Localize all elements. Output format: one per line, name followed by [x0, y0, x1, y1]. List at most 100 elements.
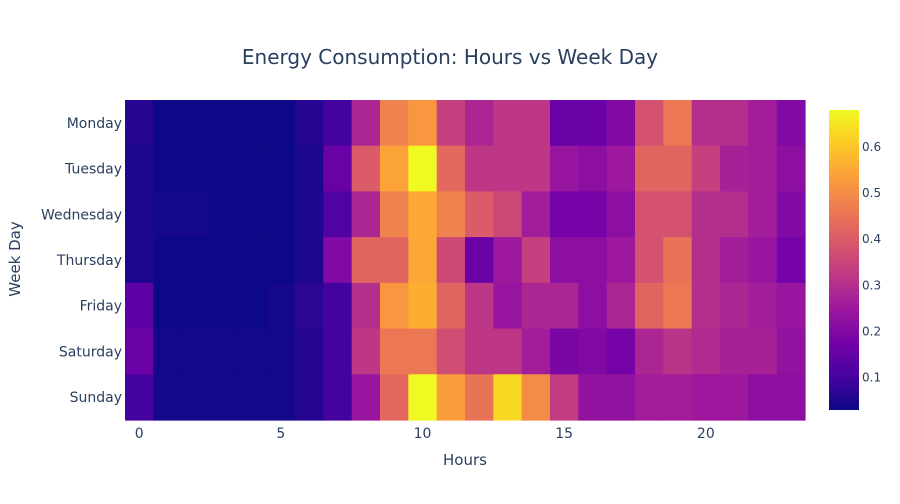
heatmap-cell — [408, 145, 438, 193]
heatmap-cell — [578, 374, 608, 421]
y-tick-label: Tuesday — [64, 162, 122, 178]
heatmap-cell — [351, 328, 381, 375]
heatmap-cell — [578, 100, 608, 147]
heatmap-cell — [550, 191, 579, 238]
heatmap-cell — [153, 328, 183, 375]
heatmap-cell — [153, 237, 183, 284]
heatmap-cell — [776, 100, 806, 147]
heatmap-cell — [748, 191, 778, 238]
heatmap-cell — [266, 282, 296, 330]
heatmap-cell — [578, 282, 608, 330]
heatmap-cell — [748, 237, 778, 284]
heatmap-cell — [776, 282, 806, 330]
heatmap-cell — [720, 191, 749, 238]
heatmap-cell — [210, 328, 239, 375]
heatmap-cell — [408, 282, 438, 330]
heatmap-cell — [606, 191, 636, 238]
heatmap-cell — [521, 100, 551, 147]
heatmap-cell — [748, 374, 778, 421]
heatmap-cell — [521, 328, 551, 375]
heatmap-cell — [323, 100, 353, 147]
heatmap-cell — [606, 328, 636, 375]
heatmap-cell — [776, 328, 806, 375]
heatmap-cell — [238, 374, 268, 421]
heatmap-cell — [238, 100, 268, 147]
y-tick-label: Saturday — [59, 344, 122, 360]
heatmap-cell — [125, 328, 154, 375]
heatmap-cell — [776, 237, 806, 284]
heatmap-cell — [720, 100, 749, 147]
heatmap-cell — [720, 282, 749, 330]
heatmap-cell — [323, 191, 353, 238]
heatmap-cell — [748, 328, 778, 375]
heatmap-cell — [295, 282, 324, 330]
heatmap-cell — [238, 237, 268, 284]
heatmap-cell — [380, 145, 409, 193]
x-axis-ticks: 0 5 10 15 20 — [135, 426, 715, 442]
x-tick-label: 10 — [414, 426, 432, 442]
heatmap-cell — [493, 328, 523, 375]
heatmap-cell — [408, 237, 438, 284]
heatmap-cell — [238, 282, 268, 330]
y-tick-label: Thursday — [56, 253, 122, 269]
heatmap-cell — [125, 237, 154, 284]
heatmap-cell — [578, 145, 608, 193]
heatmap-cell — [266, 328, 296, 375]
heatmap-cell — [295, 100, 324, 147]
heatmap-cell — [606, 145, 636, 193]
heatmap-cell — [465, 282, 494, 330]
heatmap-cell — [380, 374, 409, 421]
x-tick-label: 5 — [276, 426, 285, 442]
heatmap-cell — [635, 328, 664, 375]
heatmap-cell — [635, 145, 664, 193]
heatmap-cell — [663, 145, 693, 193]
heatmap-cell — [635, 237, 664, 284]
x-tick-label: 15 — [555, 426, 573, 442]
colorbar-tick-label: 0.6 — [862, 140, 881, 154]
heatmap-cell — [436, 145, 466, 193]
heatmap-cell — [606, 374, 636, 421]
heatmap-cell — [380, 282, 409, 330]
y-axis-title: Week Day — [6, 221, 24, 297]
heatmap-cell — [380, 237, 409, 284]
y-axis-ticks: Monday Tuesday Wednesday Thursday Friday Satu… — [41, 116, 122, 406]
heatmap-cell — [663, 191, 693, 238]
y-tick-label: Sunday — [70, 390, 122, 406]
heatmap-cell — [295, 145, 324, 193]
heatmap-cell — [720, 237, 749, 284]
heatmap-cell — [125, 100, 154, 147]
heatmap-cell — [465, 145, 494, 193]
heatmap-cell — [691, 237, 721, 284]
heatmap-cell — [465, 191, 494, 238]
heatmap-cell — [550, 145, 579, 193]
heatmap-cell — [351, 191, 381, 238]
colorbar-ticks: 0.1 0.2 0.3 0.4 0.5 0.6 — [862, 140, 881, 385]
heatmap-cell — [436, 100, 466, 147]
heatmap-cell — [776, 191, 806, 238]
colorbar-tick-label: 0.2 — [862, 325, 881, 339]
heatmap-cell — [380, 191, 409, 238]
heatmap-cell — [181, 191, 211, 238]
heatmap-cell — [606, 282, 636, 330]
heatmap-cell — [663, 374, 693, 421]
x-tick-label: 20 — [697, 426, 715, 442]
colorbar — [829, 110, 859, 410]
heatmap-cell — [210, 237, 239, 284]
heatmap-cell — [408, 328, 438, 375]
y-tick-label: Friday — [80, 299, 122, 315]
heatmap-cell — [266, 100, 296, 147]
heatmap-cell — [691, 191, 721, 238]
heatmap-cell — [266, 374, 296, 421]
heatmap-cell — [181, 100, 211, 147]
heatmap-cell — [238, 328, 268, 375]
heatmap-cell — [295, 374, 324, 421]
heatmap-cell — [295, 237, 324, 284]
heatmap-cell — [578, 237, 608, 284]
heatmap-cell — [210, 374, 239, 421]
heatmap-cell — [465, 328, 494, 375]
heatmap-cell — [436, 282, 466, 330]
y-tick-label: Wednesday — [41, 207, 122, 223]
heatmap-cell — [606, 100, 636, 147]
heatmap-cell — [181, 328, 211, 375]
heatmap-cell — [663, 328, 693, 375]
